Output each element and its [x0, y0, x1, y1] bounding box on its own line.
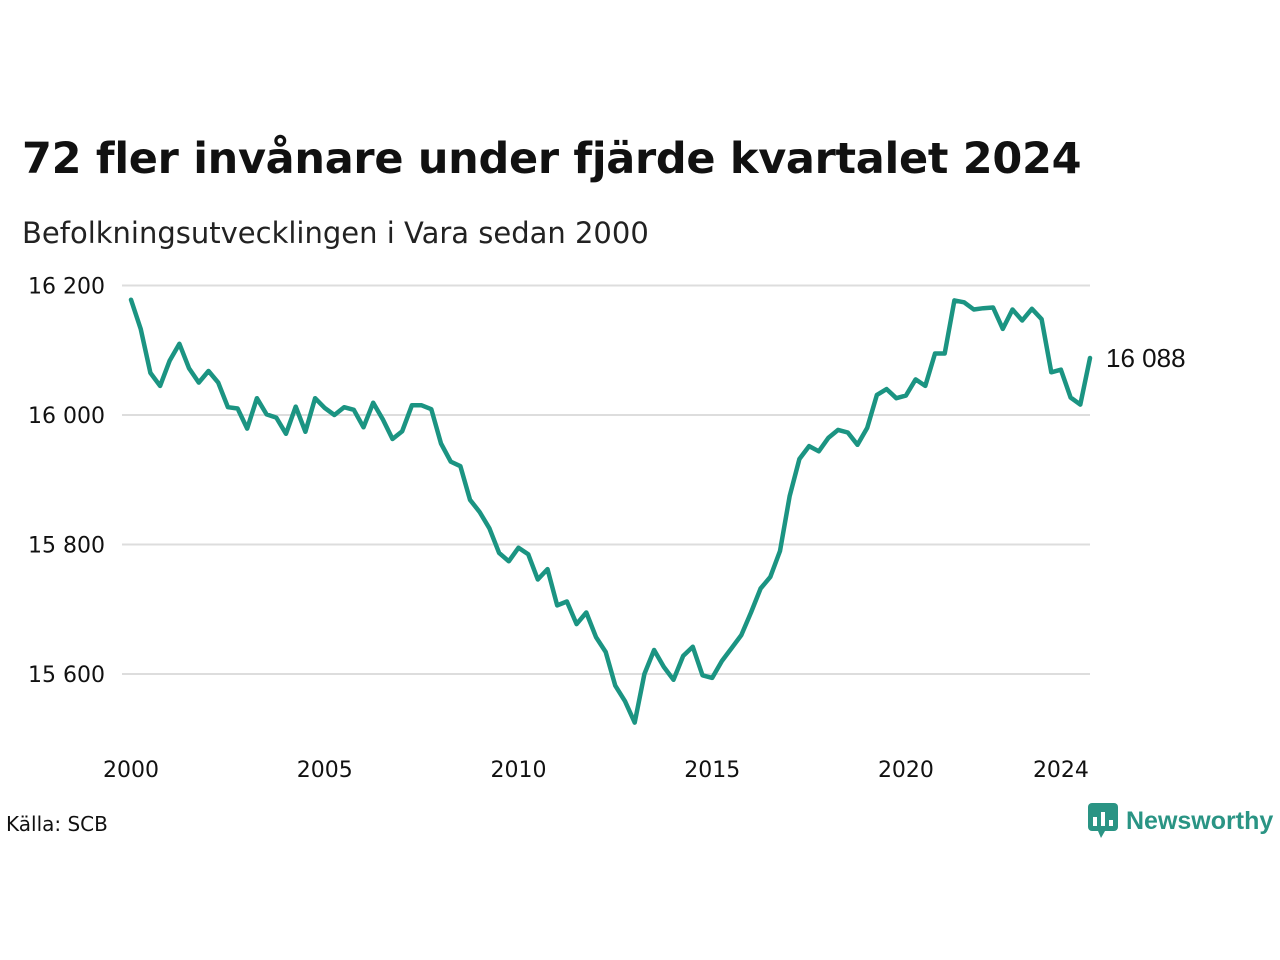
- newsworthy-logo-icon: [1088, 803, 1118, 838]
- x-tick-label: 2005: [297, 758, 353, 783]
- x-tick-label: 2010: [490, 758, 546, 783]
- x-tick-label: 2000: [103, 758, 159, 783]
- line-chart: 15 600 15 800 16 000 16 200 2000 2005 2010 201…: [28, 275, 1186, 784]
- y-tick-label: 15 800: [28, 534, 105, 559]
- x-axis-labels: 2000 2005 2010 2015 2020 2024: [103, 758, 1089, 783]
- brand-name: Newsworthy: [1126, 806, 1274, 835]
- x-tick-label: 2020: [878, 758, 934, 783]
- end-value-layer: 16 088: [1106, 343, 1186, 373]
- x-tick-label: 2015: [684, 758, 740, 783]
- chart-title: 72 fler invånare under fjärde kvartalet …: [22, 134, 1082, 184]
- series-layer: [128, 297, 1093, 725]
- chart-subtitle: Befolkningsutvecklingen i Vara sedan 200…: [22, 216, 649, 250]
- y-tick-label: 16 000: [28, 404, 105, 429]
- x-tick-label: 2024: [1033, 758, 1089, 783]
- gridlines: [122, 284, 1090, 675]
- end-value-label: 16 088: [1106, 343, 1186, 373]
- y-tick-label: 15 600: [28, 663, 105, 688]
- population-line: [128, 297, 1093, 725]
- y-tick-label: 16 200: [28, 275, 105, 300]
- source-note: Källa: SCB: [6, 812, 108, 836]
- brand-logo: Newsworthy: [1088, 803, 1273, 839]
- y-axis-labels: 15 600 15 800 16 000 16 200: [28, 275, 105, 689]
